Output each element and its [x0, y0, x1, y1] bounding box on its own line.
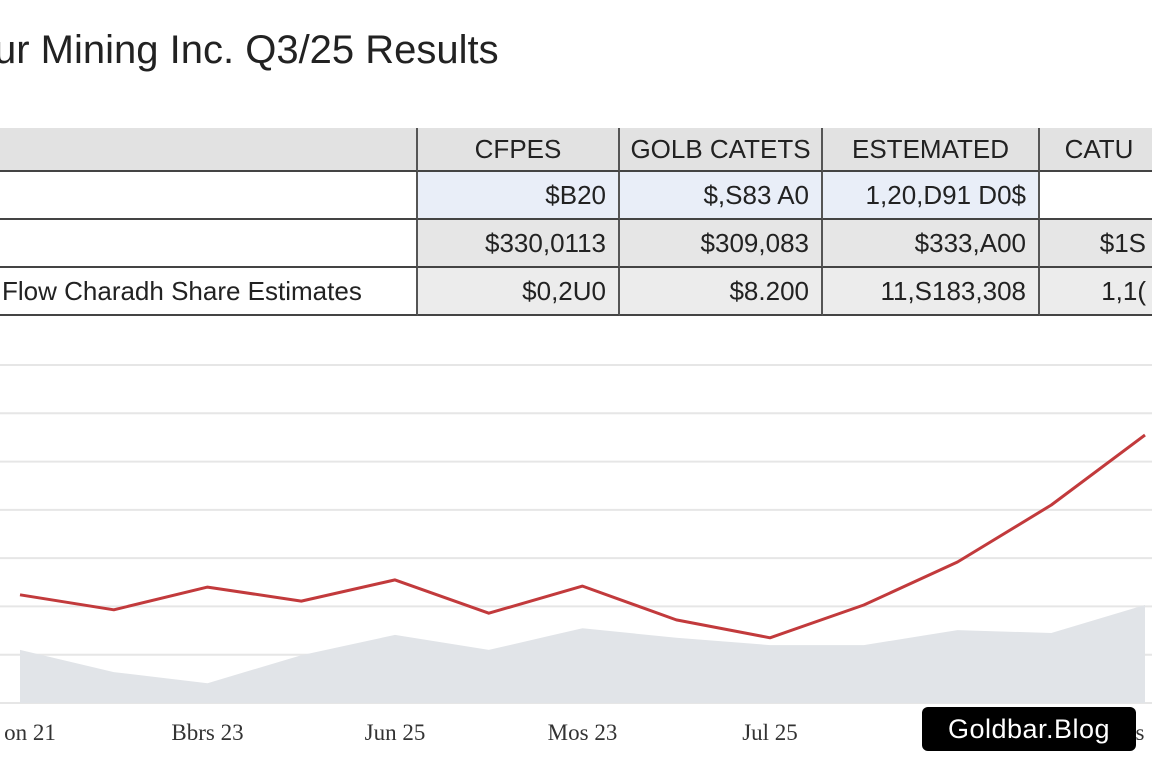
table-cell: $330,0113 — [418, 220, 620, 268]
header-cell: GOLB CATETS — [620, 128, 823, 172]
table-cell — [0, 172, 418, 220]
x-tick-label: Jul 25 — [742, 720, 798, 745]
table-cell: $8.200 — [620, 268, 823, 316]
header-cell: CATU — [1040, 128, 1152, 172]
x-tick-label: Bbrs 23 — [171, 720, 243, 745]
table-cell: $0,2U0 — [418, 268, 620, 316]
header-cell — [0, 128, 418, 172]
area — [20, 605, 1145, 703]
table-cell: 1,20,D91 D0$ — [823, 172, 1040, 220]
table-cell: 11,S183,308 — [823, 268, 1040, 316]
table-cell: 1,1( — [1040, 268, 1152, 316]
table-cell — [1040, 172, 1152, 220]
table-cell: $B20 — [418, 172, 620, 220]
x-tick-label: on 21 — [4, 720, 56, 745]
table-cell: $309,083 — [620, 220, 823, 268]
x-tick-label: Mos 23 — [548, 720, 618, 745]
results-table: CFPES GOLB CATETS ESTEMATED CATU $B20 $,S83 A… — [0, 128, 1152, 318]
page-title: ur Mining Inc. Q3/25 Results — [0, 28, 499, 72]
table-cell: $333,A00 — [823, 220, 1040, 268]
x-tick-label: s — [1136, 720, 1145, 745]
table-cell: $1S — [1040, 220, 1152, 268]
x-tick-label: Jun 25 — [365, 720, 426, 745]
header-cell: CFPES — [418, 128, 620, 172]
table-cell: Flow Charadh Share Estimates — [0, 268, 418, 316]
header-cell: ESTEMATED — [823, 128, 1040, 172]
table-cell — [0, 220, 418, 268]
table-cell: $,S83 A0 — [620, 172, 823, 220]
line — [19, 433, 1146, 640]
watermark: Goldbar.Blog — [922, 707, 1136, 751]
